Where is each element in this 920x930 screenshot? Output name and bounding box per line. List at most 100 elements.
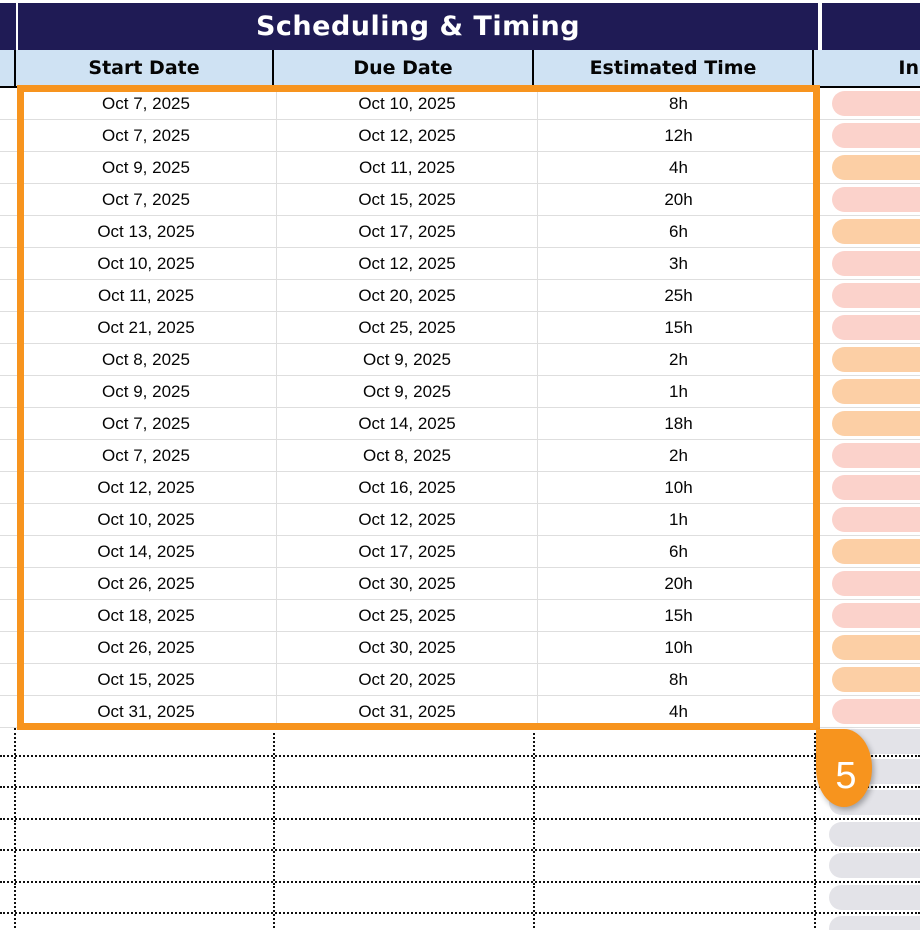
cell-indicator[interactable] [819, 312, 920, 343]
cell-left-strip[interactable] [0, 376, 16, 407]
empty-cell-estimated-time[interactable] [535, 728, 816, 755]
empty-cell-start-date[interactable] [16, 819, 275, 849]
header-cell-partial-right[interactable]: In [814, 50, 920, 86]
cell-start-date[interactable]: Oct 7, 2025 [16, 184, 277, 215]
empty-cell-estimated-time[interactable] [535, 914, 816, 930]
cell-left-strip[interactable] [0, 312, 16, 343]
header-cell-due-date[interactable]: Due Date [274, 50, 534, 86]
cell-due-date[interactable]: Oct 20, 2025 [277, 664, 538, 695]
cell-due-date[interactable]: Oct 9, 2025 [277, 376, 538, 407]
cell-due-date[interactable]: Oct 30, 2025 [277, 632, 538, 663]
cell-estimated-time[interactable]: 1h [538, 376, 819, 407]
cell-due-date[interactable]: Oct 12, 2025 [277, 248, 538, 279]
cell-left-strip[interactable] [0, 472, 16, 503]
cell-left-strip[interactable] [0, 504, 16, 535]
empty-cell-estimated-time[interactable] [535, 851, 816, 881]
cell-start-date[interactable]: Oct 21, 2025 [16, 312, 277, 343]
cell-indicator[interactable] [819, 408, 920, 439]
cell-left-strip[interactable] [0, 216, 16, 247]
cell-left-strip[interactable] [0, 184, 16, 215]
cell-estimated-time[interactable]: 12h [538, 120, 819, 151]
cell-indicator[interactable] [819, 344, 920, 375]
empty-cell-start-date[interactable] [16, 788, 275, 818]
cell-due-date[interactable]: Oct 15, 2025 [277, 184, 538, 215]
cell-indicator[interactable] [819, 568, 920, 599]
cell-start-date[interactable]: Oct 11, 2025 [16, 280, 277, 311]
cell-indicator[interactable] [819, 632, 920, 663]
header-cell-start-date[interactable]: Start Date [16, 50, 274, 86]
cell-due-date[interactable]: Oct 25, 2025 [277, 312, 538, 343]
cell-start-date[interactable]: Oct 26, 2025 [16, 632, 277, 663]
empty-cell-due-date[interactable] [275, 756, 535, 786]
cell-left-strip[interactable] [0, 440, 16, 471]
cell-start-date[interactable]: Oct 26, 2025 [16, 568, 277, 599]
cell-estimated-time[interactable]: 8h [538, 664, 819, 695]
cell-start-date[interactable]: Oct 10, 2025 [16, 504, 277, 535]
empty-cell-estimated-time[interactable] [535, 819, 816, 849]
empty-cell-start-date[interactable] [16, 882, 275, 912]
cell-due-date[interactable]: Oct 11, 2025 [277, 152, 538, 183]
empty-cell-start-date[interactable] [16, 851, 275, 881]
cell-due-date[interactable]: Oct 14, 2025 [277, 408, 538, 439]
empty-cell-strip[interactable] [0, 851, 16, 881]
cell-indicator[interactable] [819, 376, 920, 407]
cell-start-date[interactable]: Oct 12, 2025 [16, 472, 277, 503]
cell-due-date[interactable]: Oct 20, 2025 [277, 280, 538, 311]
cell-due-date[interactable]: Oct 31, 2025 [277, 696, 538, 727]
cell-indicator[interactable] [819, 504, 920, 535]
cell-left-strip[interactable] [0, 88, 16, 119]
section-header-next-partial[interactable] [822, 3, 920, 50]
empty-cell-strip[interactable] [0, 819, 16, 849]
cell-estimated-time[interactable]: 6h [538, 536, 819, 567]
cell-left-strip[interactable] [0, 280, 16, 311]
empty-cell-due-date[interactable] [275, 728, 535, 755]
cell-start-date[interactable]: Oct 7, 2025 [16, 408, 277, 439]
cell-estimated-time[interactable]: 15h [538, 600, 819, 631]
cell-estimated-time[interactable]: 10h [538, 472, 819, 503]
cell-left-strip[interactable] [0, 408, 16, 439]
cell-left-strip[interactable] [0, 152, 16, 183]
cell-start-date[interactable]: Oct 18, 2025 [16, 600, 277, 631]
cell-estimated-time[interactable]: 20h [538, 184, 819, 215]
cell-estimated-time[interactable]: 1h [538, 504, 819, 535]
empty-cell-indicator[interactable] [816, 914, 920, 930]
cell-indicator[interactable] [819, 472, 920, 503]
cell-estimated-time[interactable]: 20h [538, 568, 819, 599]
empty-cell-start-date[interactable] [16, 728, 275, 755]
cell-indicator[interactable] [819, 184, 920, 215]
empty-cell-strip[interactable] [0, 756, 16, 786]
empty-cell-strip[interactable] [0, 914, 16, 930]
cell-start-date[interactable]: Oct 8, 2025 [16, 344, 277, 375]
empty-cell-due-date[interactable] [275, 851, 535, 881]
cell-start-date[interactable]: Oct 13, 2025 [16, 216, 277, 247]
cell-indicator[interactable] [819, 120, 920, 151]
cell-start-date[interactable]: Oct 9, 2025 [16, 376, 277, 407]
cell-indicator[interactable] [819, 600, 920, 631]
cell-due-date[interactable]: Oct 17, 2025 [277, 216, 538, 247]
cell-left-strip[interactable] [0, 632, 16, 663]
cell-estimated-time[interactable]: 18h [538, 408, 819, 439]
cell-indicator[interactable] [819, 536, 920, 567]
empty-cell-estimated-time[interactable] [535, 882, 816, 912]
cell-left-strip[interactable] [0, 536, 16, 567]
cell-due-date[interactable]: Oct 30, 2025 [277, 568, 538, 599]
cell-left-strip[interactable] [0, 248, 16, 279]
cell-due-date[interactable]: Oct 12, 2025 [277, 120, 538, 151]
cell-left-strip[interactable] [0, 120, 16, 151]
cell-due-date[interactable]: Oct 10, 2025 [277, 88, 538, 119]
cell-start-date[interactable]: Oct 9, 2025 [16, 152, 277, 183]
empty-cell-indicator[interactable] [816, 851, 920, 881]
cell-indicator[interactable] [819, 696, 920, 727]
cell-left-strip[interactable] [0, 344, 16, 375]
cell-estimated-time[interactable]: 4h [538, 152, 819, 183]
range-selection-border[interactable] [17, 85, 820, 730]
cell-indicator[interactable] [819, 248, 920, 279]
cell-indicator[interactable] [819, 88, 920, 119]
cell-left-strip[interactable] [0, 696, 16, 727]
empty-cell-strip[interactable] [0, 788, 16, 818]
cell-indicator[interactable] [819, 440, 920, 471]
cell-estimated-time[interactable]: 10h [538, 632, 819, 663]
cell-estimated-time[interactable]: 25h [538, 280, 819, 311]
cell-due-date[interactable]: Oct 16, 2025 [277, 472, 538, 503]
cell-estimated-time[interactable]: 15h [538, 312, 819, 343]
